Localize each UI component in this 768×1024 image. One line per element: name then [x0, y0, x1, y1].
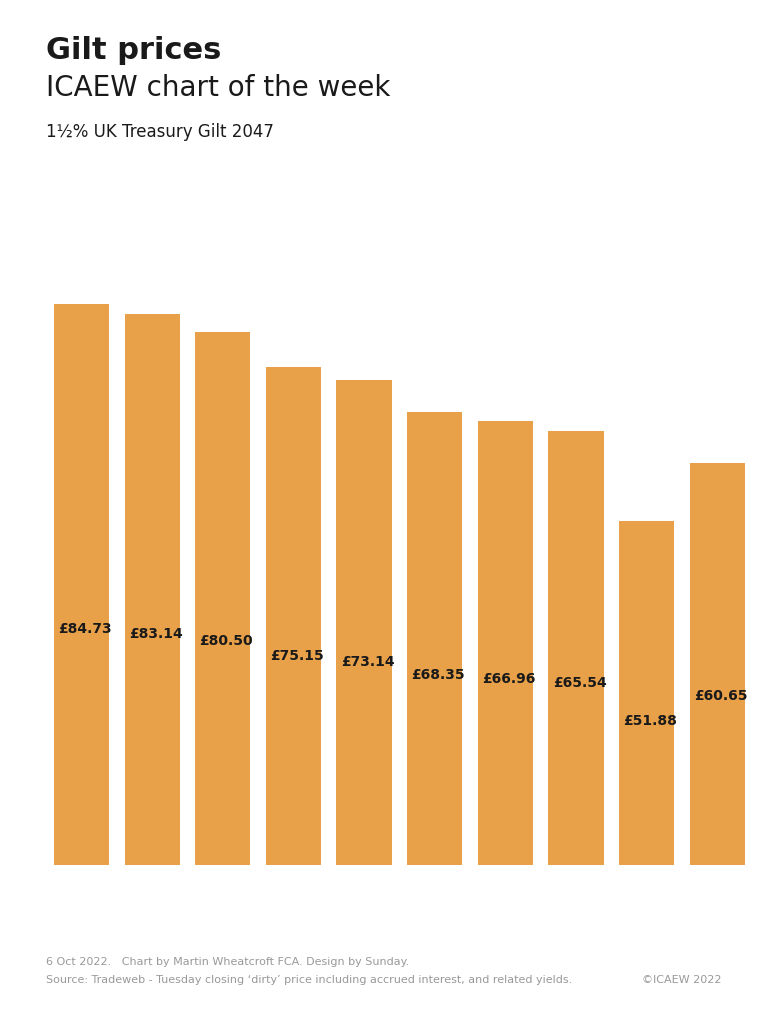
Text: £60.65: £60.65	[694, 689, 748, 703]
Bar	[690, 463, 745, 865]
Bar	[266, 368, 321, 865]
Bar	[124, 314, 180, 865]
Text: ©ICAEW 2022: ©ICAEW 2022	[642, 975, 722, 985]
Text: 6 Oct 2022.   Chart by Martin Wheatcroft FCA. Design by Sunday.: 6 Oct 2022. Chart by Martin Wheatcroft F…	[46, 956, 409, 967]
Bar	[407, 413, 462, 865]
Text: £73.14: £73.14	[341, 654, 395, 669]
Text: Source: Tradeweb - Tuesday closing ‘dirty’ price including accrued interest, and: Source: Tradeweb - Tuesday closing ‘dirt…	[46, 975, 572, 985]
Text: £75.15: £75.15	[270, 649, 324, 664]
Bar	[548, 431, 604, 865]
Text: Gilt prices: Gilt prices	[46, 36, 221, 65]
Text: £51.88: £51.88	[624, 714, 677, 728]
Bar	[54, 303, 109, 865]
Text: £68.35: £68.35	[412, 668, 465, 682]
Text: £80.50: £80.50	[200, 634, 253, 648]
Text: 1½% UK Treasury Gilt 2047: 1½% UK Treasury Gilt 2047	[46, 123, 274, 141]
Bar	[619, 521, 674, 865]
Text: ICAEW chart of the week: ICAEW chart of the week	[46, 74, 390, 101]
Bar	[195, 332, 250, 865]
Text: £65.54: £65.54	[553, 676, 607, 690]
Text: £84.73: £84.73	[58, 623, 112, 636]
Text: £83.14: £83.14	[129, 627, 183, 641]
Text: £66.96: £66.96	[482, 672, 535, 686]
Bar	[336, 381, 392, 865]
Bar	[478, 422, 533, 865]
